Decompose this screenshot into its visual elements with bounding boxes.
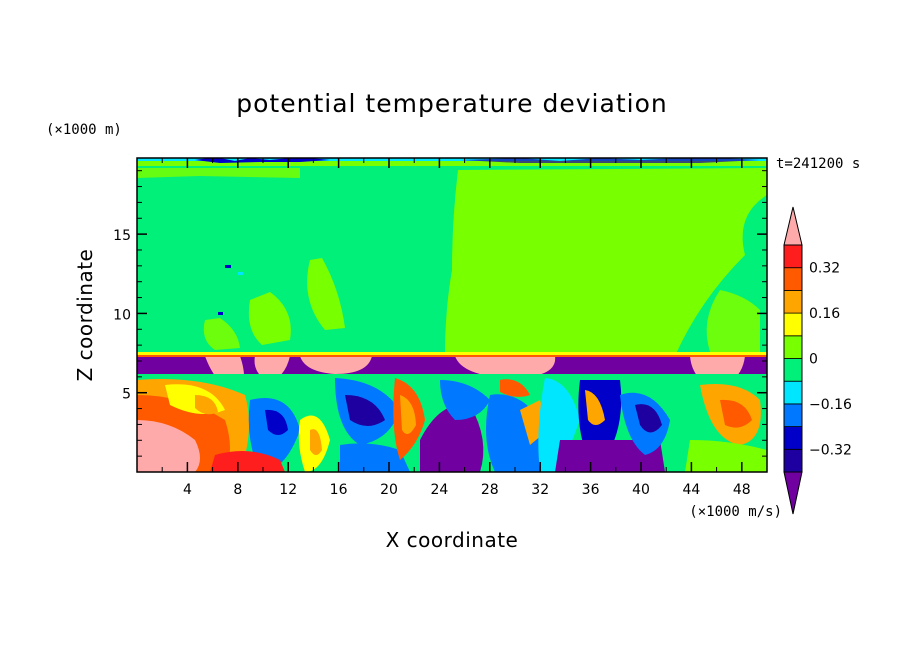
colorbar-segment	[783, 380, 803, 405]
y-tick-label: 5	[122, 387, 131, 403]
colorbar	[783, 206, 803, 515]
x-tick-label: 48	[733, 482, 751, 498]
y-tick-label: 15	[113, 228, 131, 244]
colorbar-segment	[783, 335, 803, 359]
x-tick-label: 20	[380, 482, 398, 498]
heatmap-field	[137, 158, 767, 472]
x-tick-label: 28	[481, 482, 499, 498]
x-tick-label: 36	[582, 482, 600, 498]
colorbar-segment	[783, 244, 803, 269]
colorbar-frame	[783, 244, 803, 473]
colorbar-label: 0.32	[809, 261, 840, 277]
time-label: t=241200 s	[776, 156, 860, 172]
colorbar-segment	[783, 403, 803, 427]
x-axis-title: X coordinate	[386, 528, 519, 552]
colorbar-min-arrow	[783, 471, 803, 515]
x-tick-label: 44	[682, 482, 700, 498]
colorbar-segment	[783, 448, 803, 473]
colorbar-label: −0.16	[809, 397, 852, 413]
x-tick-label: 40	[632, 482, 650, 498]
x-tick-label: 8	[233, 482, 242, 498]
y-tick-label: 10	[113, 307, 131, 323]
colorbar-label: 0	[809, 352, 818, 368]
colorbar-label: −0.32	[809, 442, 852, 458]
y-axis-title: Z coordinate	[73, 249, 97, 382]
chart-title: potential temperature deviation	[236, 89, 667, 118]
x-tick-label: 32	[531, 482, 549, 498]
x-axis: 4 8 12 16 20 24 28 32 36 40 44 48	[161, 158, 751, 498]
x-tick-label: 4	[183, 482, 192, 498]
colorbar-segment	[783, 289, 803, 314]
x-tick-label: 24	[430, 482, 448, 498]
y-axis: 5 10 15	[113, 170, 767, 457]
colorbar-max-arrow	[783, 206, 803, 246]
colorbar-labels: 0.32 0.16 0 −0.16 −0.32	[809, 261, 852, 459]
colorbar-segment	[783, 267, 803, 291]
colorbar-segment	[783, 426, 803, 450]
y-unit-label: (×1000 m)	[46, 122, 122, 138]
colorbar-segment	[783, 312, 803, 337]
colorbar-segment	[783, 358, 803, 382]
plot-frame	[136, 157, 768, 473]
colorbar-label: 0.16	[809, 306, 840, 322]
x-tick-label: 16	[330, 482, 348, 498]
x-unit-label: (×1000 m/s)	[689, 504, 782, 520]
x-tick-label: 12	[279, 482, 297, 498]
